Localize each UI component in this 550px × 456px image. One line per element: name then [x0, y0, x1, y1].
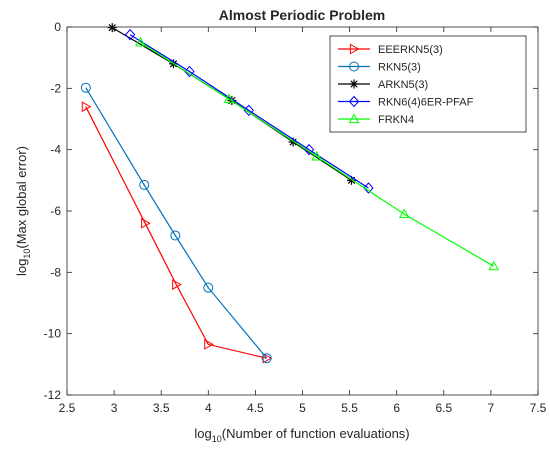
data-point-0-4 [262, 352, 273, 364]
legend-item-0: EEERKN5(3) [338, 43, 443, 56]
series-line-1 [85, 87, 268, 359]
series-1 [80, 82, 272, 364]
legend-marker-2 [349, 79, 359, 89]
legend-marker-4 [348, 113, 360, 124]
y-tick-label-6: -12 [44, 388, 62, 402]
legend-item-4: FRKN4 [338, 113, 414, 126]
data-point-4-3 [398, 208, 410, 219]
series-line-3 [129, 34, 369, 189]
x-tick-label-9: 7 [488, 401, 495, 415]
axes-layer: 2.5 3 3.5 4 4.5 5 5.5 6 6.5 7 7.5 0 -2 -4 -6 -8 -10 -12 [44, 20, 547, 415]
x-axis-label-subscript: 10 [212, 434, 222, 444]
data-point-2-0 [107, 23, 117, 33]
data-point-1-1 [139, 179, 150, 190]
x-tick-label-0: 2.5 [59, 401, 76, 415]
x-axis-label-prefix: log [194, 426, 211, 441]
y-axis-label-prefix: log [14, 259, 29, 276]
x-tick-label-2: 3.5 [153, 401, 170, 415]
x-tick-label-8: 6.5 [435, 401, 452, 415]
data-point-1-4 [261, 353, 272, 364]
x-tick-label-7: 6 [393, 401, 400, 415]
legend-label-1: RKN5(3) [378, 62, 421, 74]
y-tick-label-1: -2 [50, 81, 61, 95]
x-tick-label-3: 4 [205, 401, 212, 415]
x-axis-label: log10(Number of function evaluations) [194, 426, 409, 444]
data-point-0-1 [141, 217, 151, 229]
legend-marker-1 [349, 61, 359, 72]
y-axis-label-suffix: (Max global error) [14, 146, 29, 249]
series-3 [124, 28, 374, 194]
legend-item-3: RKN6(4)6ER-PFAF [338, 95, 474, 109]
data-point-0-2 [172, 279, 182, 290]
series-4 [135, 36, 500, 271]
y-tick-label-3: -6 [50, 204, 61, 218]
x-axis-label-suffix: (Number of function evaluations) [222, 426, 410, 441]
x-tick-label-10: 7.5 [530, 401, 547, 415]
marks-layer [80, 23, 500, 364]
data-point-4-2 [311, 150, 322, 161]
y-tick-label-4: -8 [50, 265, 61, 279]
legend-marker-3 [348, 95, 360, 108]
data-point-3-3 [303, 143, 315, 156]
data-point-4-1 [223, 93, 235, 104]
series-line-4 [140, 41, 495, 267]
y-tick-label-2: -4 [50, 143, 61, 157]
data-point-3-4 [363, 182, 374, 194]
legend-item-1: RKN5(3) [338, 61, 421, 74]
legend-label-3: RKN6(4)6ER-PFAF [378, 97, 474, 109]
data-point-1-3 [203, 282, 214, 293]
y-axis-label: log10(Max global error) [14, 146, 32, 276]
y-tick-label-5: -10 [44, 327, 62, 341]
y-axis-label-subscript: 10 [22, 249, 32, 259]
legend-label-4: FRKN4 [378, 114, 414, 126]
legend-label-2: ARKN5(3) [378, 79, 428, 91]
legend: EEERKN5(3) RKN5(3) ARKN5(3) RKN6(4)6ER-PFAF… [329, 35, 527, 133]
x-tick-label-1: 3 [111, 401, 118, 415]
data-point-0-3 [204, 339, 214, 350]
legend-item-2: ARKN5(3) [338, 79, 428, 91]
x-tick-label-5: 5 [299, 401, 306, 415]
data-point-0-0 [81, 101, 92, 113]
series-line-0 [85, 106, 267, 359]
data-point-1-2 [170, 230, 181, 241]
y-tick-label-0: 0 [54, 20, 61, 34]
data-point-4-0 [135, 36, 146, 47]
legend-marker-0 [349, 43, 360, 55]
data-point-4-4 [488, 260, 500, 271]
data-point-3-1 [184, 65, 195, 78]
data-point-3-2 [243, 104, 254, 117]
x-tick-label-4: 4.5 [247, 401, 264, 415]
legend-label-0: EEERKN5(3) [378, 44, 443, 56]
chart-title: Almost Periodic Problem [219, 7, 385, 23]
series-0 [81, 101, 273, 364]
data-point-1-0 [80, 82, 91, 93]
data-point-3-0 [124, 28, 136, 41]
x-tick-label-6: 5.5 [341, 401, 358, 415]
